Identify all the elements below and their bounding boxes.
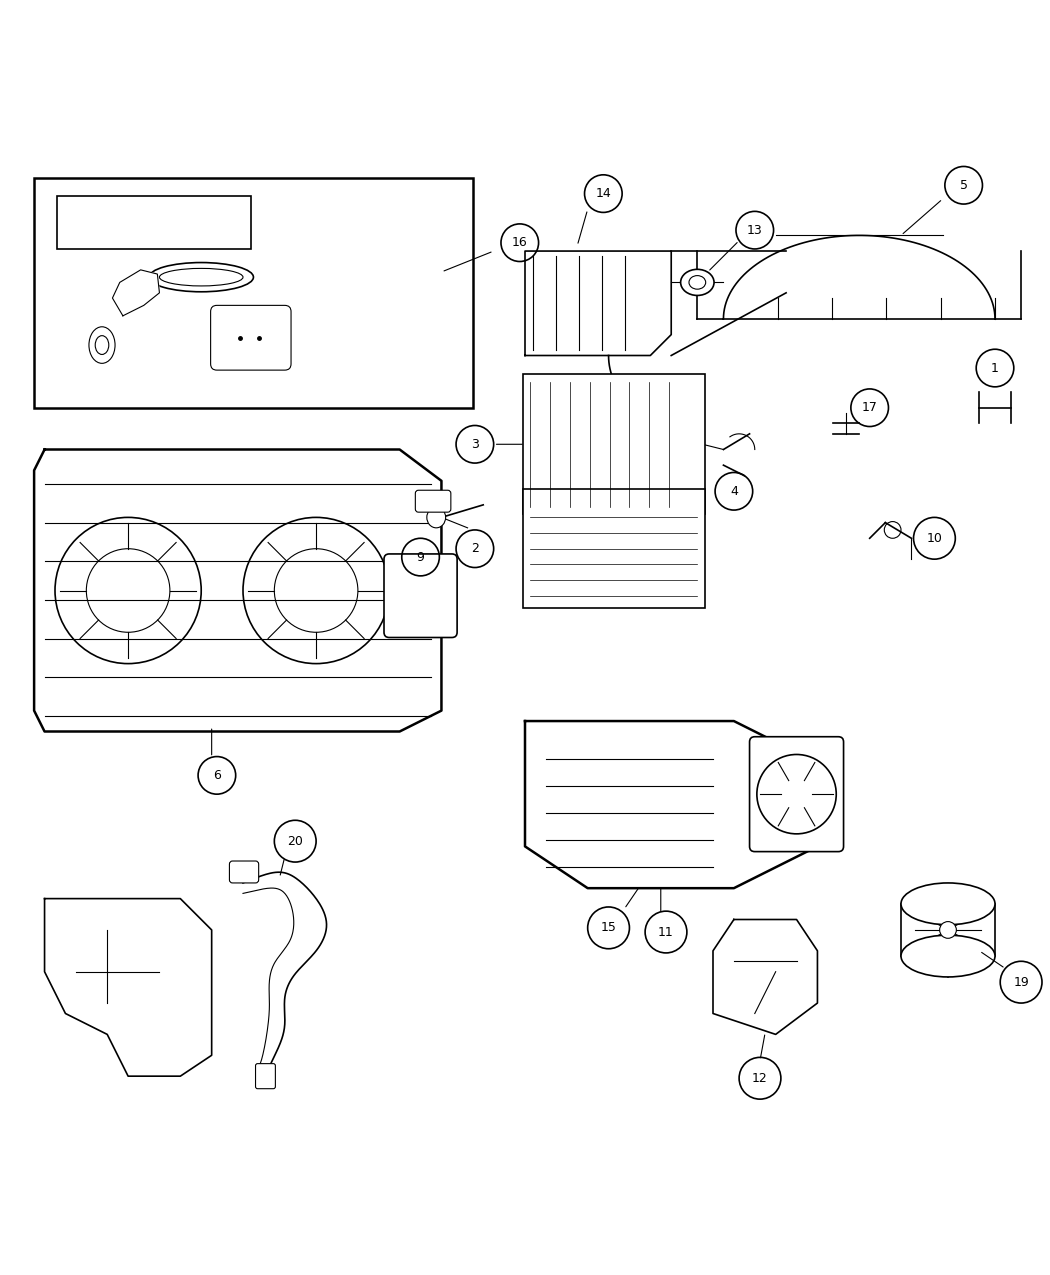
Text: 16: 16 — [512, 236, 528, 249]
Text: 6: 6 — [213, 769, 220, 782]
Polygon shape — [34, 450, 441, 732]
Text: 17: 17 — [862, 402, 878, 414]
Text: 10: 10 — [926, 532, 942, 544]
Text: 5: 5 — [960, 179, 968, 191]
FancyBboxPatch shape — [57, 195, 251, 249]
FancyBboxPatch shape — [416, 490, 450, 513]
Ellipse shape — [160, 269, 243, 286]
FancyBboxPatch shape — [211, 306, 291, 370]
Text: 13: 13 — [747, 223, 762, 237]
Ellipse shape — [426, 507, 445, 528]
Ellipse shape — [901, 935, 995, 977]
Ellipse shape — [901, 884, 995, 924]
Text: 4: 4 — [730, 484, 738, 497]
FancyBboxPatch shape — [229, 861, 258, 884]
Ellipse shape — [689, 275, 706, 289]
Text: 11: 11 — [658, 926, 674, 938]
Text: 2: 2 — [471, 542, 479, 555]
Text: 12: 12 — [752, 1072, 768, 1085]
Text: 20: 20 — [288, 835, 303, 848]
Text: 9: 9 — [417, 551, 424, 564]
Polygon shape — [112, 270, 160, 316]
Polygon shape — [525, 251, 671, 356]
Ellipse shape — [89, 326, 116, 363]
FancyBboxPatch shape — [750, 737, 843, 852]
FancyBboxPatch shape — [255, 1063, 275, 1089]
Ellipse shape — [149, 263, 253, 292]
Circle shape — [940, 922, 957, 938]
Ellipse shape — [680, 269, 714, 296]
FancyBboxPatch shape — [523, 490, 705, 608]
FancyBboxPatch shape — [523, 375, 705, 514]
Text: 19: 19 — [1013, 975, 1029, 988]
Polygon shape — [44, 899, 212, 1076]
Polygon shape — [713, 919, 818, 1034]
Text: 3: 3 — [471, 437, 479, 451]
Text: 14: 14 — [595, 187, 611, 200]
Text: 1: 1 — [991, 362, 999, 375]
Polygon shape — [525, 722, 818, 889]
FancyBboxPatch shape — [34, 179, 473, 408]
Ellipse shape — [96, 335, 109, 354]
Text: 15: 15 — [601, 922, 616, 935]
FancyBboxPatch shape — [384, 553, 457, 638]
